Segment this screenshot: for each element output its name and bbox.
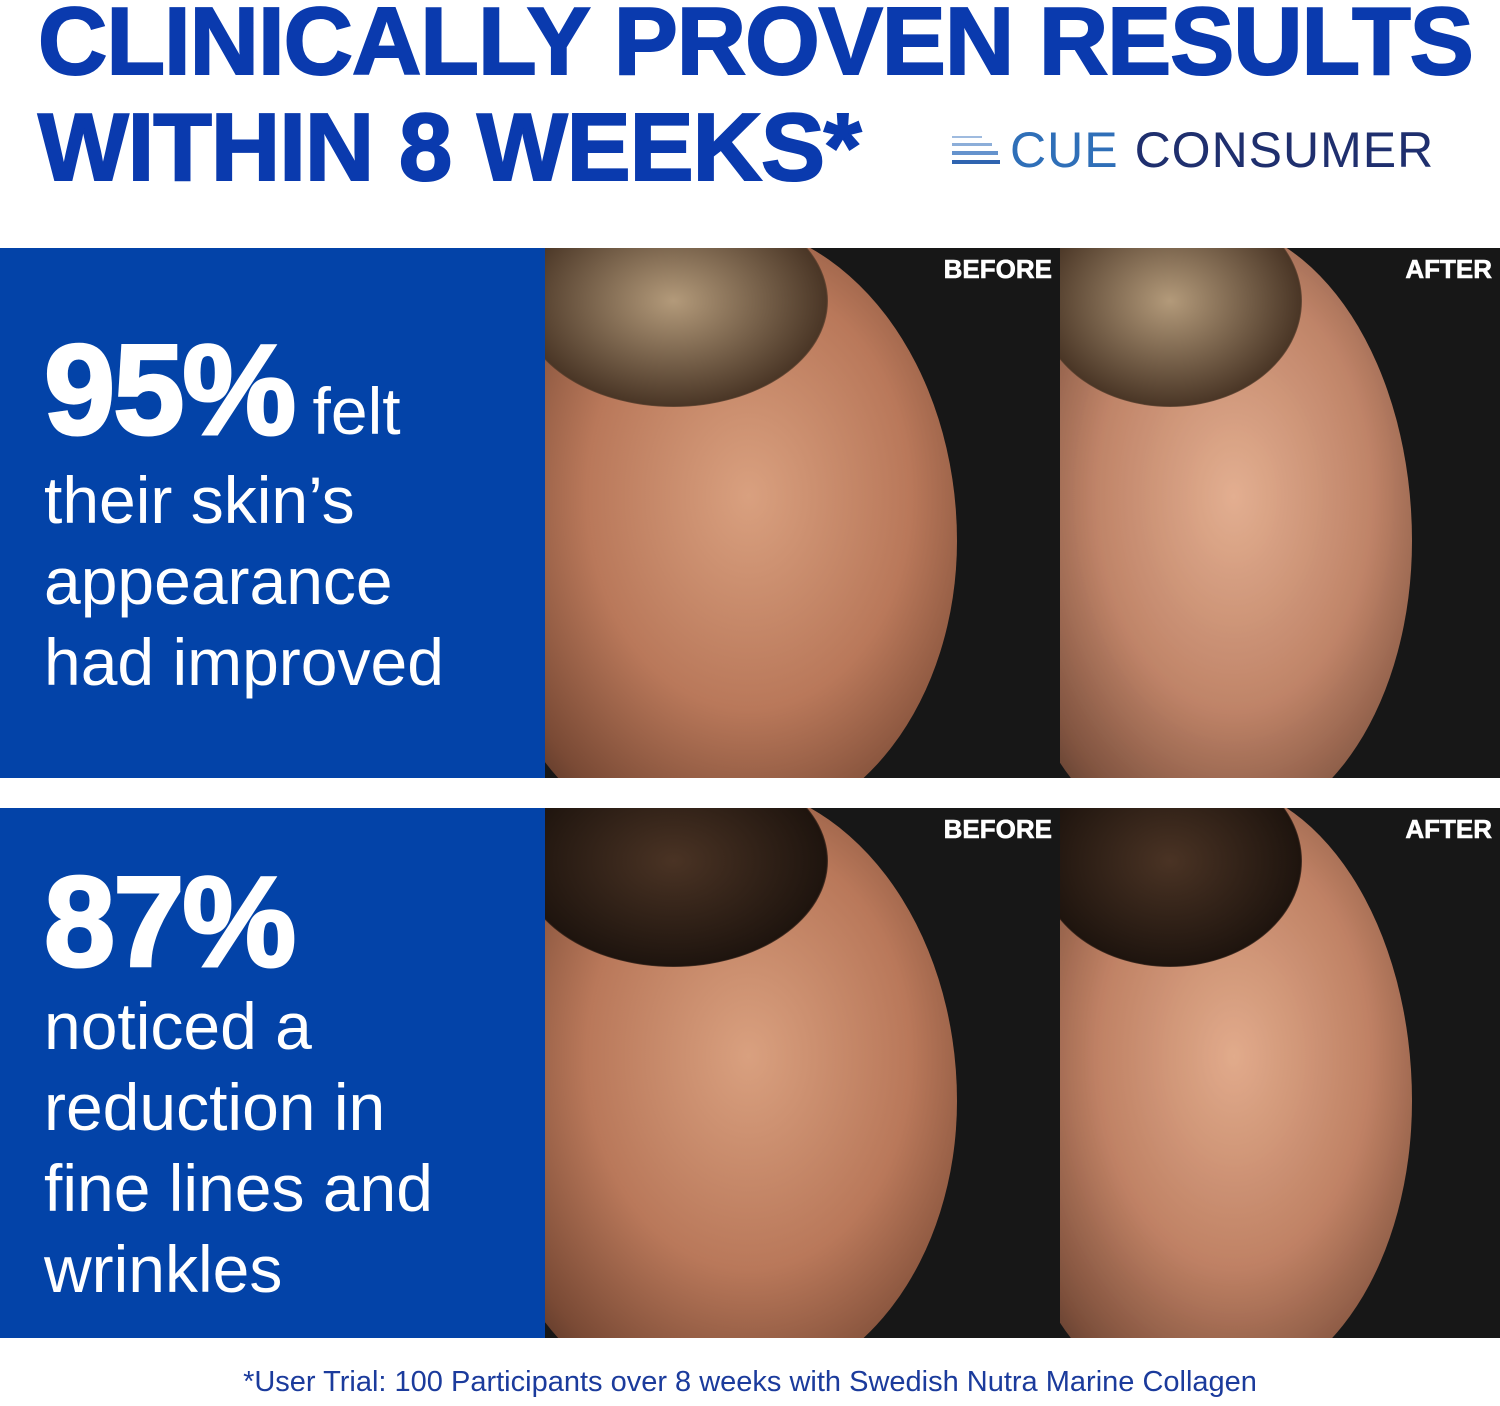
before-label: BEFORE [943, 814, 1052, 845]
after-label: AFTER [1405, 254, 1492, 285]
cue-consumer-logo: CUE CONSUMER [952, 122, 1434, 178]
before-photo: BEFORE [545, 808, 1060, 1338]
stat-row-1: 95% felt their skin’s appearance had imp… [0, 248, 1500, 778]
before-photo: BEFORE [545, 248, 1060, 778]
stat-value: 95% [42, 319, 297, 462]
after-label: AFTER [1405, 814, 1492, 845]
stat-row-2: 87% noticed a reduction in fine lines an… [0, 808, 1500, 1338]
stat-lead: felt [312, 374, 401, 448]
stat-panel: 95% felt their skin’s appearance had imp… [0, 248, 545, 778]
stat-value: 87% [42, 851, 297, 994]
logo-word-consumer: CONSUMER [1134, 122, 1435, 178]
stat-description: their skin’s appearance had improved [44, 463, 444, 699]
after-photo: AFTER [1060, 248, 1500, 778]
before-label: BEFORE [943, 254, 1052, 285]
stat-description: noticed a reduction in fine lines and wr… [44, 989, 433, 1306]
headline-line-2: WITHIN 8 WEEKS* [37, 94, 862, 201]
stat-panel: 87% noticed a reduction in fine lines an… [0, 808, 545, 1338]
footnote: *User Trial: 100 Participants over 8 wee… [243, 1366, 1257, 1398]
logo-word-cue: CUE [1010, 122, 1119, 178]
after-photo: AFTER [1060, 808, 1500, 1338]
logo-lines-icon [952, 130, 1000, 170]
headline-line-1: CLINICALLY PROVEN RESULTS [37, 0, 1475, 95]
